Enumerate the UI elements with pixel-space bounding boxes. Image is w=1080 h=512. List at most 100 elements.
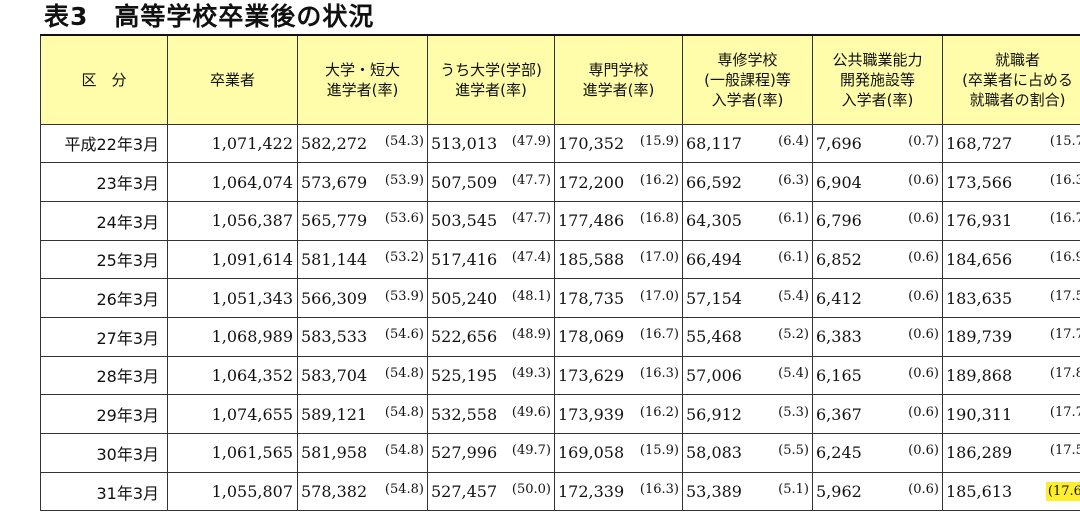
univ4-value: 525,195: [431, 365, 498, 385]
kokyo-rate: (0.6): [908, 172, 939, 188]
shushoku-value: 185,613: [946, 482, 1013, 502]
shushoku-value: 176,931: [946, 211, 1013, 231]
kokyo-cell: 7,696 (0.7): [812, 123, 943, 164]
shushoku-cell: 189,739 (17.7): [942, 316, 1080, 357]
univ4-value: 527,457: [431, 482, 498, 502]
row-label: 30年3月: [40, 433, 168, 473]
kokyo-rate: (0.6): [908, 327, 939, 343]
univ-rate: (54.6): [384, 327, 424, 343]
kokyo-value: 5,962: [816, 482, 862, 502]
senmon-value: 173,629: [558, 365, 625, 385]
univ4-value: 527,996: [431, 443, 498, 463]
shushoku-value: 168,727: [946, 133, 1013, 153]
univ-value: 583,533: [301, 327, 368, 347]
column-header: 就職者 (卒業者に占める 就職者の割合): [942, 34, 1080, 125]
shushoku-value: 183,635: [946, 288, 1013, 308]
kokyo-cell: 6,796 (0.6): [812, 200, 943, 241]
senshu-cell: 66,592 (6.3): [682, 162, 813, 202]
page-title: 表3 高等学校卒業後の状況: [44, 2, 375, 31]
senmon-cell: 169,058 (15.9): [554, 433, 683, 473]
univ-rate: (53.9): [384, 288, 424, 304]
graduates-cell: 1,064,352: [167, 355, 298, 396]
shushoku-rate: (16.7): [1049, 211, 1080, 227]
column-header: 専門学校 進学者(率): [554, 34, 683, 125]
graduates-cell: 1,061,565: [167, 433, 298, 473]
senmon-cell: 173,939 (16.2): [554, 394, 683, 434]
column-header-label: うち大学(学部) 進学者(率): [440, 60, 542, 99]
univ-cell: 565,779 (53.6): [297, 200, 428, 241]
senshu-cell: 68,117 (6.4): [682, 123, 813, 164]
kokyo-cell: 5,962 (0.6): [812, 471, 943, 512]
shushoku-rate: (17.5): [1049, 288, 1080, 304]
table-row: 27年3月 1,068,989 583,533 (54.6) 522,656 (48.9)…: [40, 316, 1080, 357]
senmon-rate: (16.8): [639, 211, 679, 227]
shushoku-rate: (15.7): [1049, 133, 1080, 149]
column-header-label: 区 分: [81, 70, 127, 89]
univ-rate: (54.8): [384, 404, 424, 420]
kokyo-value: 6,367: [816, 404, 862, 424]
shushoku-rate: (16.3): [1049, 172, 1080, 188]
graduate-status-table: 区 分 卒業者 大学・短大 進学者(率) うち大学(学部) 進学者(率) 専門学校 進学…: [40, 34, 1080, 512]
senshu-cell: 53,389 (5.1): [682, 471, 813, 512]
senmon-rate: (17.0): [639, 249, 679, 265]
column-header: 専修学校 (一般課程)等 入学者(率): [682, 34, 813, 125]
senmon-rate: (16.7): [639, 327, 679, 343]
shushoku-value: 190,311: [946, 404, 1013, 424]
graduates-cell: 1,071,422: [167, 123, 298, 164]
graduates-cell: 1,056,387: [167, 200, 298, 241]
shushoku-cell: 184,656 (16.9): [942, 239, 1080, 280]
univ-cell: 566,309 (53.9): [297, 278, 428, 318]
table-row: 28年3月 1,064,352 583,704 (54.8) 525,195 (49.3)…: [40, 355, 1080, 396]
kokyo-value: 7,696: [816, 133, 862, 153]
univ-cell: 583,704 (54.8): [297, 355, 428, 396]
table-row: 24年3月 1,056,387 565,779 (53.6) 503,545 (47.7)…: [40, 200, 1080, 241]
column-header: うち大学(学部) 進学者(率): [427, 34, 555, 125]
senmon-cell: 173,629 (16.3): [554, 355, 683, 396]
univ-cell: 581,144 (53.2): [297, 239, 428, 280]
univ4-rate: (47.7): [511, 211, 551, 227]
graduates-cell: 1,068,989: [167, 316, 298, 357]
senmon-value: 173,939: [558, 404, 625, 424]
shushoku-cell: 168,727 (15.7): [942, 123, 1080, 164]
senshu-cell: 56,912 (5.3): [682, 394, 813, 434]
shushoku-value: 184,656: [946, 249, 1013, 269]
senmon-cell: 178,735 (17.0): [554, 278, 683, 318]
shushoku-value: 189,739: [946, 327, 1013, 347]
shushoku-rate: (17.8): [1049, 365, 1080, 381]
row-label: 平成22年3月: [40, 123, 168, 164]
univ4-cell: 527,996 (49.7): [427, 433, 555, 473]
table-row: 25年3月 1,091,614 581,144 (53.2) 517,416 (47.4)…: [40, 239, 1080, 280]
senshu-value: 53,389: [686, 482, 742, 502]
univ4-cell: 513,013 (47.9): [427, 123, 555, 164]
senshu-value: 55,468: [686, 327, 742, 347]
graduates-cell: 1,051,343: [167, 278, 298, 318]
univ4-rate: (47.7): [511, 172, 551, 188]
senshu-rate: (6.3): [778, 172, 809, 188]
senshu-cell: 66,494 (6.1): [682, 239, 813, 280]
senmon-value: 177,486: [558, 211, 625, 231]
senshu-value: 66,494: [686, 249, 742, 269]
univ-rate: (53.2): [384, 249, 424, 265]
univ-rate: (54.8): [384, 482, 424, 498]
univ4-rate: (49.3): [511, 365, 551, 381]
univ-value: 573,679: [301, 172, 368, 192]
senshu-rate: (5.2): [778, 327, 809, 343]
shushoku-value: 173,566: [946, 172, 1013, 192]
univ-rate: (54.3): [384, 133, 424, 149]
kokyo-cell: 6,904 (0.6): [812, 162, 943, 202]
univ4-value: 517,416: [431, 249, 498, 269]
senmon-value: 172,200: [558, 172, 625, 192]
kokyo-value: 6,165: [816, 365, 862, 385]
kokyo-cell: 6,852 (0.6): [812, 239, 943, 280]
shushoku-cell: 176,931 (16.7): [942, 200, 1080, 241]
senmon-cell: 178,069 (16.7): [554, 316, 683, 357]
column-header: 公共職業能力 開発施設等 入学者(率): [812, 34, 943, 125]
row-label: 29年3月: [40, 394, 168, 434]
row-label: 27年3月: [40, 316, 168, 357]
shushoku-cell: 189,868 (17.8): [942, 355, 1080, 396]
kokyo-rate: (0.7): [908, 133, 939, 149]
column-header: 区 分: [40, 34, 168, 125]
univ-rate: (53.9): [384, 172, 424, 188]
univ4-rate: (49.6): [511, 404, 551, 420]
row-label: 26年3月: [40, 278, 168, 318]
